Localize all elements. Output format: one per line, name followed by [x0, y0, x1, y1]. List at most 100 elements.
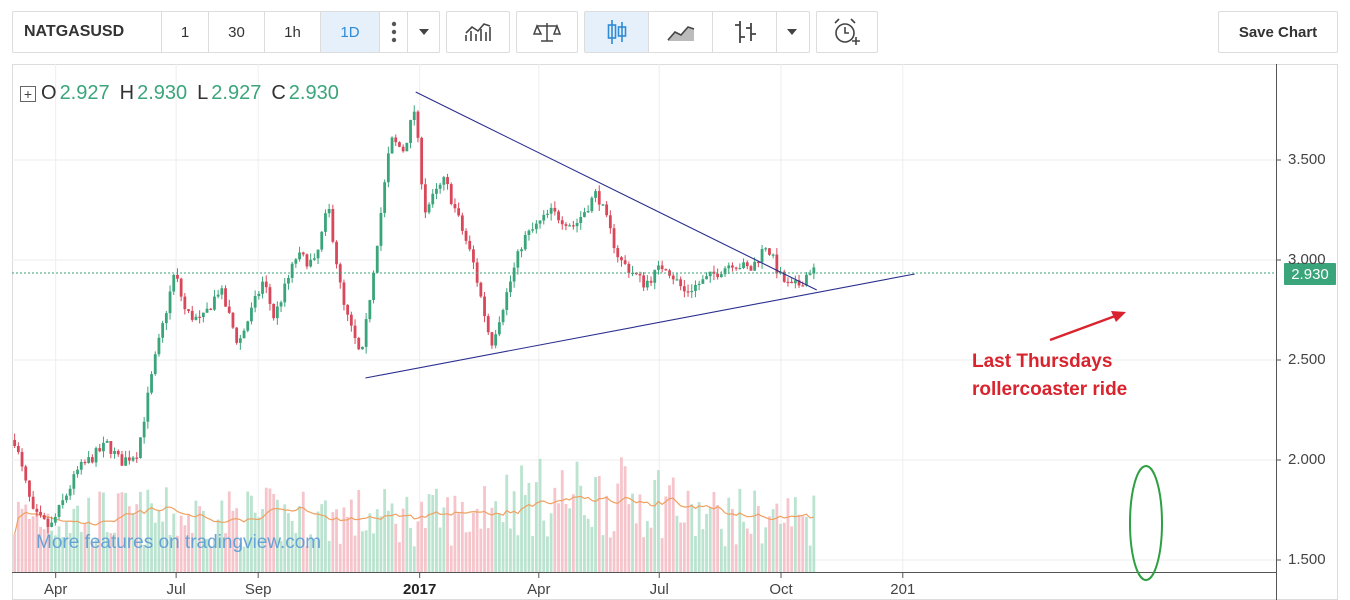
volume-bar [201, 510, 205, 572]
candle-body [109, 441, 113, 454]
candle-body [390, 137, 394, 154]
volume-bar [98, 491, 102, 572]
save-chart-button[interactable]: Save Chart [1218, 11, 1338, 53]
volume-bar [357, 490, 361, 572]
volume-bar [812, 495, 816, 572]
volume-bar [753, 490, 757, 572]
volume-bar [468, 531, 472, 572]
interval-1-button[interactable]: 1 [162, 12, 209, 52]
interval-dropdown-icon[interactable] [408, 12, 439, 52]
candle-body [409, 120, 412, 143]
volume-bar [346, 516, 350, 572]
volume-moving-average [14, 495, 814, 535]
candle-body [275, 306, 279, 319]
volume-bar [116, 493, 120, 572]
volume-bar [68, 533, 72, 572]
volume-bar [716, 505, 720, 572]
tradingview-watermark-link[interactable]: More features on tradingview.com [36, 532, 322, 553]
compare-scales-icon[interactable] [517, 12, 577, 52]
volume-bar [797, 514, 801, 572]
candle-body [39, 511, 42, 516]
candle-body [349, 314, 353, 326]
candle-body [760, 249, 764, 263]
symbol-search-button[interactable]: NATGASUSD [13, 12, 162, 52]
candle-body [520, 249, 523, 252]
candle-body [287, 277, 290, 284]
indicators-icon[interactable] [447, 12, 509, 52]
volume-bar [386, 510, 390, 572]
volume-bar [401, 508, 405, 572]
candle-body [368, 300, 372, 320]
volume-bar [264, 487, 268, 572]
area-style-icon[interactable] [649, 12, 713, 52]
candle-body [201, 312, 205, 318]
volume-bar [161, 521, 165, 572]
interval-1d-button[interactable]: 1D [321, 12, 380, 52]
candle-body [76, 469, 79, 475]
volume-bar [312, 539, 316, 572]
candle-body [113, 450, 116, 454]
candle-body [231, 312, 235, 328]
candle-body [172, 274, 176, 292]
candle-body [738, 268, 742, 270]
style-dropdown-icon[interactable] [777, 12, 807, 52]
volume-bar [146, 489, 150, 572]
volume-bar [690, 504, 694, 572]
volume-bar [620, 457, 623, 572]
candle-body [523, 234, 527, 250]
chart-style-group [584, 11, 810, 53]
candle-body [653, 269, 657, 283]
candle-body [793, 280, 797, 284]
candle-body [324, 213, 327, 232]
volume-bar [679, 522, 683, 572]
candle-body [209, 308, 213, 310]
candles-style-icon[interactable] [585, 12, 649, 52]
interval-30-button[interactable]: 30 [209, 12, 265, 52]
low-label: L [197, 82, 209, 104]
volume-bar [253, 512, 257, 572]
candle-body [590, 197, 594, 212]
volume-bar [579, 485, 583, 572]
candle-body [501, 309, 505, 323]
candle-body [150, 374, 153, 393]
volume-bar [309, 534, 313, 572]
candle-body [605, 204, 609, 216]
volume-bar [190, 532, 194, 572]
volume-bar [250, 495, 253, 572]
interval-1h-button[interactable]: 1h [265, 12, 321, 52]
candle-body [383, 182, 387, 213]
candle-body [235, 327, 239, 343]
candle-body [57, 505, 61, 517]
volume-bar [549, 513, 553, 572]
candle-body [398, 142, 401, 147]
candle-body [701, 279, 705, 284]
alarm-clock-add-icon[interactable] [817, 12, 877, 52]
volume-bar [760, 543, 764, 572]
volume-bar [708, 506, 712, 572]
volume-bar [290, 520, 294, 572]
bars-style-icon[interactable] [713, 12, 777, 52]
volume-bar [527, 482, 531, 572]
candle-body [423, 184, 427, 213]
candle-body [264, 281, 268, 288]
volume-bar [287, 513, 290, 572]
volume-bar [324, 500, 327, 572]
candle-body [327, 209, 331, 214]
more-options-icon[interactable] [380, 12, 408, 52]
candle-body [686, 291, 690, 293]
candle-body [216, 294, 220, 297]
candle-body [53, 516, 57, 523]
candle-body [312, 258, 316, 260]
candle-body [497, 322, 501, 335]
volume-bar [235, 508, 239, 572]
candle-body [379, 212, 383, 246]
volume-bar [638, 494, 642, 572]
volume-bar [660, 538, 664, 572]
candle-body [638, 274, 642, 276]
volume-bar [501, 522, 505, 572]
expand-legend-icon[interactable]: + [20, 85, 36, 102]
volume-bar [168, 535, 172, 572]
volume-bar [686, 490, 690, 572]
volume-bar [416, 521, 420, 572]
